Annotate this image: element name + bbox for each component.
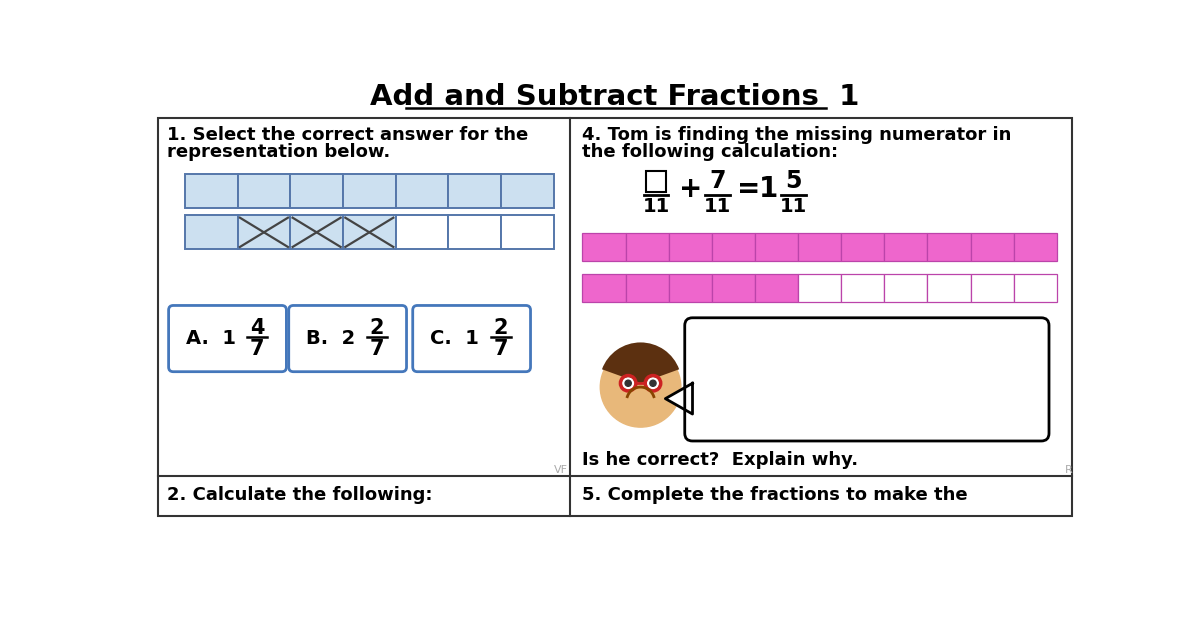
Text: 7: 7 [494,339,509,359]
Circle shape [625,380,631,386]
Bar [712,274,755,302]
Text: 11: 11 [780,198,806,216]
Circle shape [648,378,659,389]
Bar [343,216,396,250]
Text: 2: 2 [370,318,384,338]
Bar [449,174,502,208]
Text: A.  1: A. 1 [186,329,235,348]
Text: Is he correct?  Explain why.: Is he correct? Explain why. [582,451,858,469]
Bar [502,174,553,208]
Text: The missing numerator: The missing numerator [754,340,980,357]
Text: 7: 7 [709,169,726,192]
Bar [1014,233,1057,261]
Text: on the bottom bar.: on the bottom bar. [775,404,958,422]
Bar [755,233,798,261]
Bar [646,172,666,191]
Bar [582,233,625,261]
Circle shape [650,380,656,386]
Text: 2: 2 [494,318,509,338]
Bar [625,274,668,302]
Bar [185,174,238,208]
Text: 11: 11 [703,198,731,216]
Bar [396,174,449,208]
FancyBboxPatch shape [289,305,407,372]
Bar [798,233,841,261]
Bar [625,233,668,261]
Bar [712,233,755,261]
Text: 5. Complete the fractions to make the: 5. Complete the fractions to make the [582,486,968,504]
Text: 11: 11 [642,198,670,216]
Text: Add and Subtract Fractions  1: Add and Subtract Fractions 1 [371,83,859,111]
Bar [449,216,502,250]
Bar [668,233,712,261]
Bar [798,274,841,302]
Text: R: R [1064,465,1073,475]
Bar [1014,274,1057,302]
Bar [582,274,625,302]
Text: representation below.: representation below. [167,143,390,161]
Bar [928,233,971,261]
FancyBboxPatch shape [168,305,287,372]
Text: 5: 5 [785,169,802,192]
Text: 7: 7 [370,339,384,359]
Text: 2. Calculate the following:: 2. Calculate the following: [167,486,432,504]
Circle shape [623,378,634,389]
Bar [884,274,928,302]
Circle shape [600,347,680,427]
Text: the following calculation:: the following calculation: [582,143,839,161]
Bar [841,274,884,302]
FancyBboxPatch shape [685,318,1049,441]
Polygon shape [665,383,692,414]
Text: 1: 1 [758,175,778,203]
Bar [502,216,553,250]
Bar [668,274,712,302]
Bar [290,174,343,208]
Text: 4. Tom is finding the missing numerator in: 4. Tom is finding the missing numerator … [582,126,1012,144]
Text: B.  2: B. 2 [306,329,355,348]
FancyBboxPatch shape [413,305,530,372]
Bar [928,274,971,302]
Bar [971,233,1014,261]
Bar [971,274,1014,302]
Text: are five shaded parts: are five shaded parts [762,382,972,401]
Wedge shape [602,342,679,383]
Bar [185,216,238,250]
Text: 7: 7 [250,339,264,359]
Text: +: + [679,175,703,203]
Bar [884,233,928,261]
Text: =: = [737,175,760,203]
Bar [841,233,884,261]
Bar [343,174,396,208]
Bar [755,274,798,302]
Text: 4: 4 [250,318,264,338]
Text: is five because there: is five because there [764,361,970,379]
Text: 1. Select the correct answer for the: 1. Select the correct answer for the [167,126,528,144]
Bar [290,216,343,250]
Bar [238,216,290,250]
Text: VF: VF [553,465,568,475]
Bar [396,216,449,250]
Text: C.  1: C. 1 [430,329,479,348]
Bar [157,118,1073,517]
Bar [238,174,290,208]
